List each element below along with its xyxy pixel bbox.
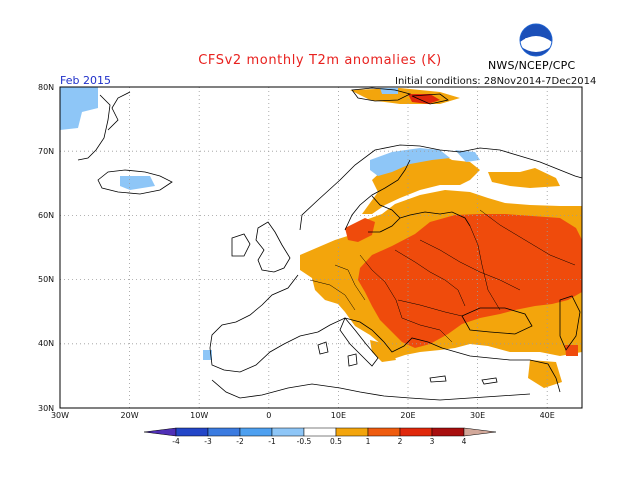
y-axis: 80N 70N 60N 50N 40N 30N [38,83,54,413]
colorbar-swatch [271,427,305,437]
x-tick-label: 20W [121,411,139,420]
x-tick-label: 40E [540,411,555,420]
x-axis: 30W 20W 10W 0 10E 20E 30E 40E [51,411,555,420]
colorbar-swatch [239,427,273,437]
map-frame [59,86,583,409]
coastlines [77,87,583,401]
x-tick-label: 30W [51,411,69,420]
forecast-month: Feb 2015 [60,74,111,87]
y-tick-label: 60N [38,211,54,220]
noaa-logo: NOAA [519,23,553,57]
country-borders [309,209,576,343]
y-tick-label: 40N [38,339,54,348]
colorbar-swatch [207,427,241,437]
colorbar-swatch [175,427,209,437]
x-tick-label: 10E [331,411,346,420]
colorbar-label: -0.5 [297,437,312,446]
colorbar-swatch [367,427,401,437]
initial-conditions: Initial conditions: 28Nov2014-7Dec2014 [395,76,597,87]
colorbar-swatch [335,427,369,437]
x-tick-label: 20E [400,411,415,420]
x-tick-label: 0 [266,411,271,420]
colorbar-swatch [431,427,465,437]
anomaly-shading [60,87,582,388]
y-tick-label: 30N [38,404,54,413]
colorbar-swatch [463,427,497,437]
y-tick-label: 50N [38,275,54,284]
colorbar-label: -3 [204,437,212,446]
colorbar-swatch [303,427,337,437]
x-tick-label: 10W [190,411,208,420]
colorbar-label: 2 [398,437,403,446]
colorbar-label: 4 [462,437,467,446]
noaa-logo-text: NOAA [525,37,548,45]
colorbar-label: -2 [236,437,244,446]
colorbar-label: 0.5 [330,437,342,446]
colorbar [143,427,497,437]
colorbar-label: 1 [366,437,371,446]
y-tick-label: 80N [38,83,54,92]
colorbar-swatch [399,427,433,437]
y-tick-label: 70N [38,147,54,156]
map-title: CFSv2 monthly T2m anomalies (K) [198,53,442,68]
x-tick-label: 30E [470,411,485,420]
colorbar-label: 3 [430,437,435,446]
colorbar-swatch [143,427,177,437]
agency-label: NWS/NCEP/CPC [488,59,576,72]
colorbar-labels: -4 -3 -2 -1 -0.5 0.5 1 2 3 4 [172,437,466,446]
colorbar-label: -1 [268,437,276,446]
colorbar-label: -4 [172,437,180,446]
